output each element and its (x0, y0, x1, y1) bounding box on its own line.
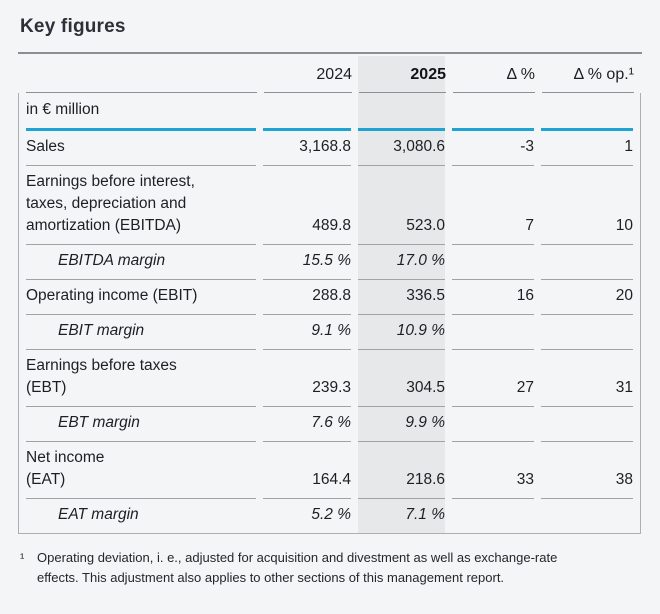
footnote-text: Operating deviation, i. e., adjusted for… (37, 550, 558, 586)
row-label: EBIT margin (26, 315, 256, 350)
value-2025: 7.1 % (405, 506, 445, 523)
value-delta-op: 38 (541, 442, 633, 499)
value-delta-op (541, 407, 633, 442)
value-delta: 33 (452, 442, 534, 499)
value-delta (452, 315, 534, 350)
key-figures-rows: in € million Sales 3,168.8 3,080.6 -3 1 Earni… (26, 93, 633, 533)
table-row: Earnings before interest, taxes, depreci… (26, 166, 633, 245)
value-2024: 3,168.8 (263, 131, 351, 166)
unit-cell-empty (541, 93, 633, 131)
page-title: Key figures (20, 16, 126, 37)
value-2025: 523.0 (358, 166, 445, 245)
value-2025: 3,080.6 (358, 131, 445, 166)
value-2025: 336.5 (358, 280, 445, 315)
value-2024: 288.8 (263, 280, 351, 315)
value-delta: 7 (452, 166, 534, 245)
column-header-2025: 2025 (359, 56, 446, 93)
value-2025: 17.0 % (358, 245, 445, 280)
row-label: Operating income (EBIT) (26, 280, 256, 315)
value-2025: 9.9 % (358, 407, 445, 442)
table-row: EBIT margin 9.1 % 10.9 % (26, 315, 633, 350)
value-delta-op: 1 (541, 131, 633, 166)
table-row: Net income (EAT) 164.4 218.6 33 38 (26, 442, 633, 499)
row-label: EBT margin (26, 407, 256, 442)
row-label: Earnings before interest, taxes, depreci… (26, 166, 256, 245)
value-delta (452, 407, 534, 442)
unit-row: in € million (26, 93, 633, 131)
row-label: EAT margin (58, 506, 139, 523)
unit-cell-empty (452, 93, 534, 131)
row-label: Net income (EAT) (26, 442, 256, 499)
value-2024: 164.4 (263, 442, 351, 499)
column-header-delta: Δ % (453, 56, 535, 93)
corner-cell (26, 56, 257, 93)
value-2024: 7.6 % (263, 407, 351, 442)
footnote: ¹ Operating deviation, i. e., adjusted f… (18, 548, 641, 588)
highlight-column-2025 (358, 56, 445, 534)
value-delta-op: 10 (541, 166, 633, 245)
value-delta-op (541, 499, 633, 533)
table-row: EBITDA margin 15.5 % 17.0 % (26, 245, 633, 280)
value-delta: -3 (452, 131, 534, 166)
footnote-mark: ¹ (20, 550, 25, 565)
value-2024: 239.3 (263, 350, 351, 407)
table-row: EBT margin 7.6 % 9.9 % (26, 407, 633, 442)
unit-cell-empty (263, 93, 351, 131)
value-2024: 489.8 (263, 166, 351, 245)
value-2025: 304.5 (358, 350, 445, 407)
row-label: EBITDA margin (26, 245, 256, 280)
value-delta: 16 (452, 280, 534, 315)
column-header-delta-op: Δ % op.¹ (542, 56, 634, 93)
value-2024: 15.5 % (263, 245, 351, 280)
table-row: Earnings before taxes (EBT) 239.3 304.5 27 3… (26, 350, 633, 407)
value-delta: 27 (452, 350, 534, 407)
table-row: EAT margin 5.2 % 7.1 % (26, 499, 633, 533)
value-delta (452, 245, 534, 280)
value-delta-op (541, 315, 633, 350)
table-body-box: in € million Sales 3,168.8 3,080.6 -3 1 Earni… (18, 93, 641, 534)
row-label: Sales (26, 131, 256, 166)
value-delta-op: 31 (541, 350, 633, 407)
column-header-row: 2024 2025 Δ % Δ % op.¹ (19, 56, 641, 93)
row-label: Earnings before taxes (EBT) (26, 350, 256, 407)
value-2025: 10.9 % (358, 315, 445, 350)
key-figures-table: 2024 2025 Δ % Δ % op.¹ in € million (18, 56, 641, 534)
unit-label: in € million (26, 93, 256, 131)
value-delta-op (541, 245, 633, 280)
value-2024: 9.1 % (263, 315, 351, 350)
title-divider (18, 52, 642, 54)
value-2024: 5.2 % (311, 506, 351, 523)
value-delta (452, 499, 534, 533)
table-row: Operating income (EBIT) 288.8 336.5 16 20 (26, 280, 633, 315)
value-2025: 218.6 (358, 442, 445, 499)
value-delta-op: 20 (541, 280, 633, 315)
unit-cell-empty (358, 93, 445, 131)
table-row: Sales 3,168.8 3,080.6 -3 1 (26, 131, 633, 166)
column-header-2024: 2024 (264, 56, 352, 93)
